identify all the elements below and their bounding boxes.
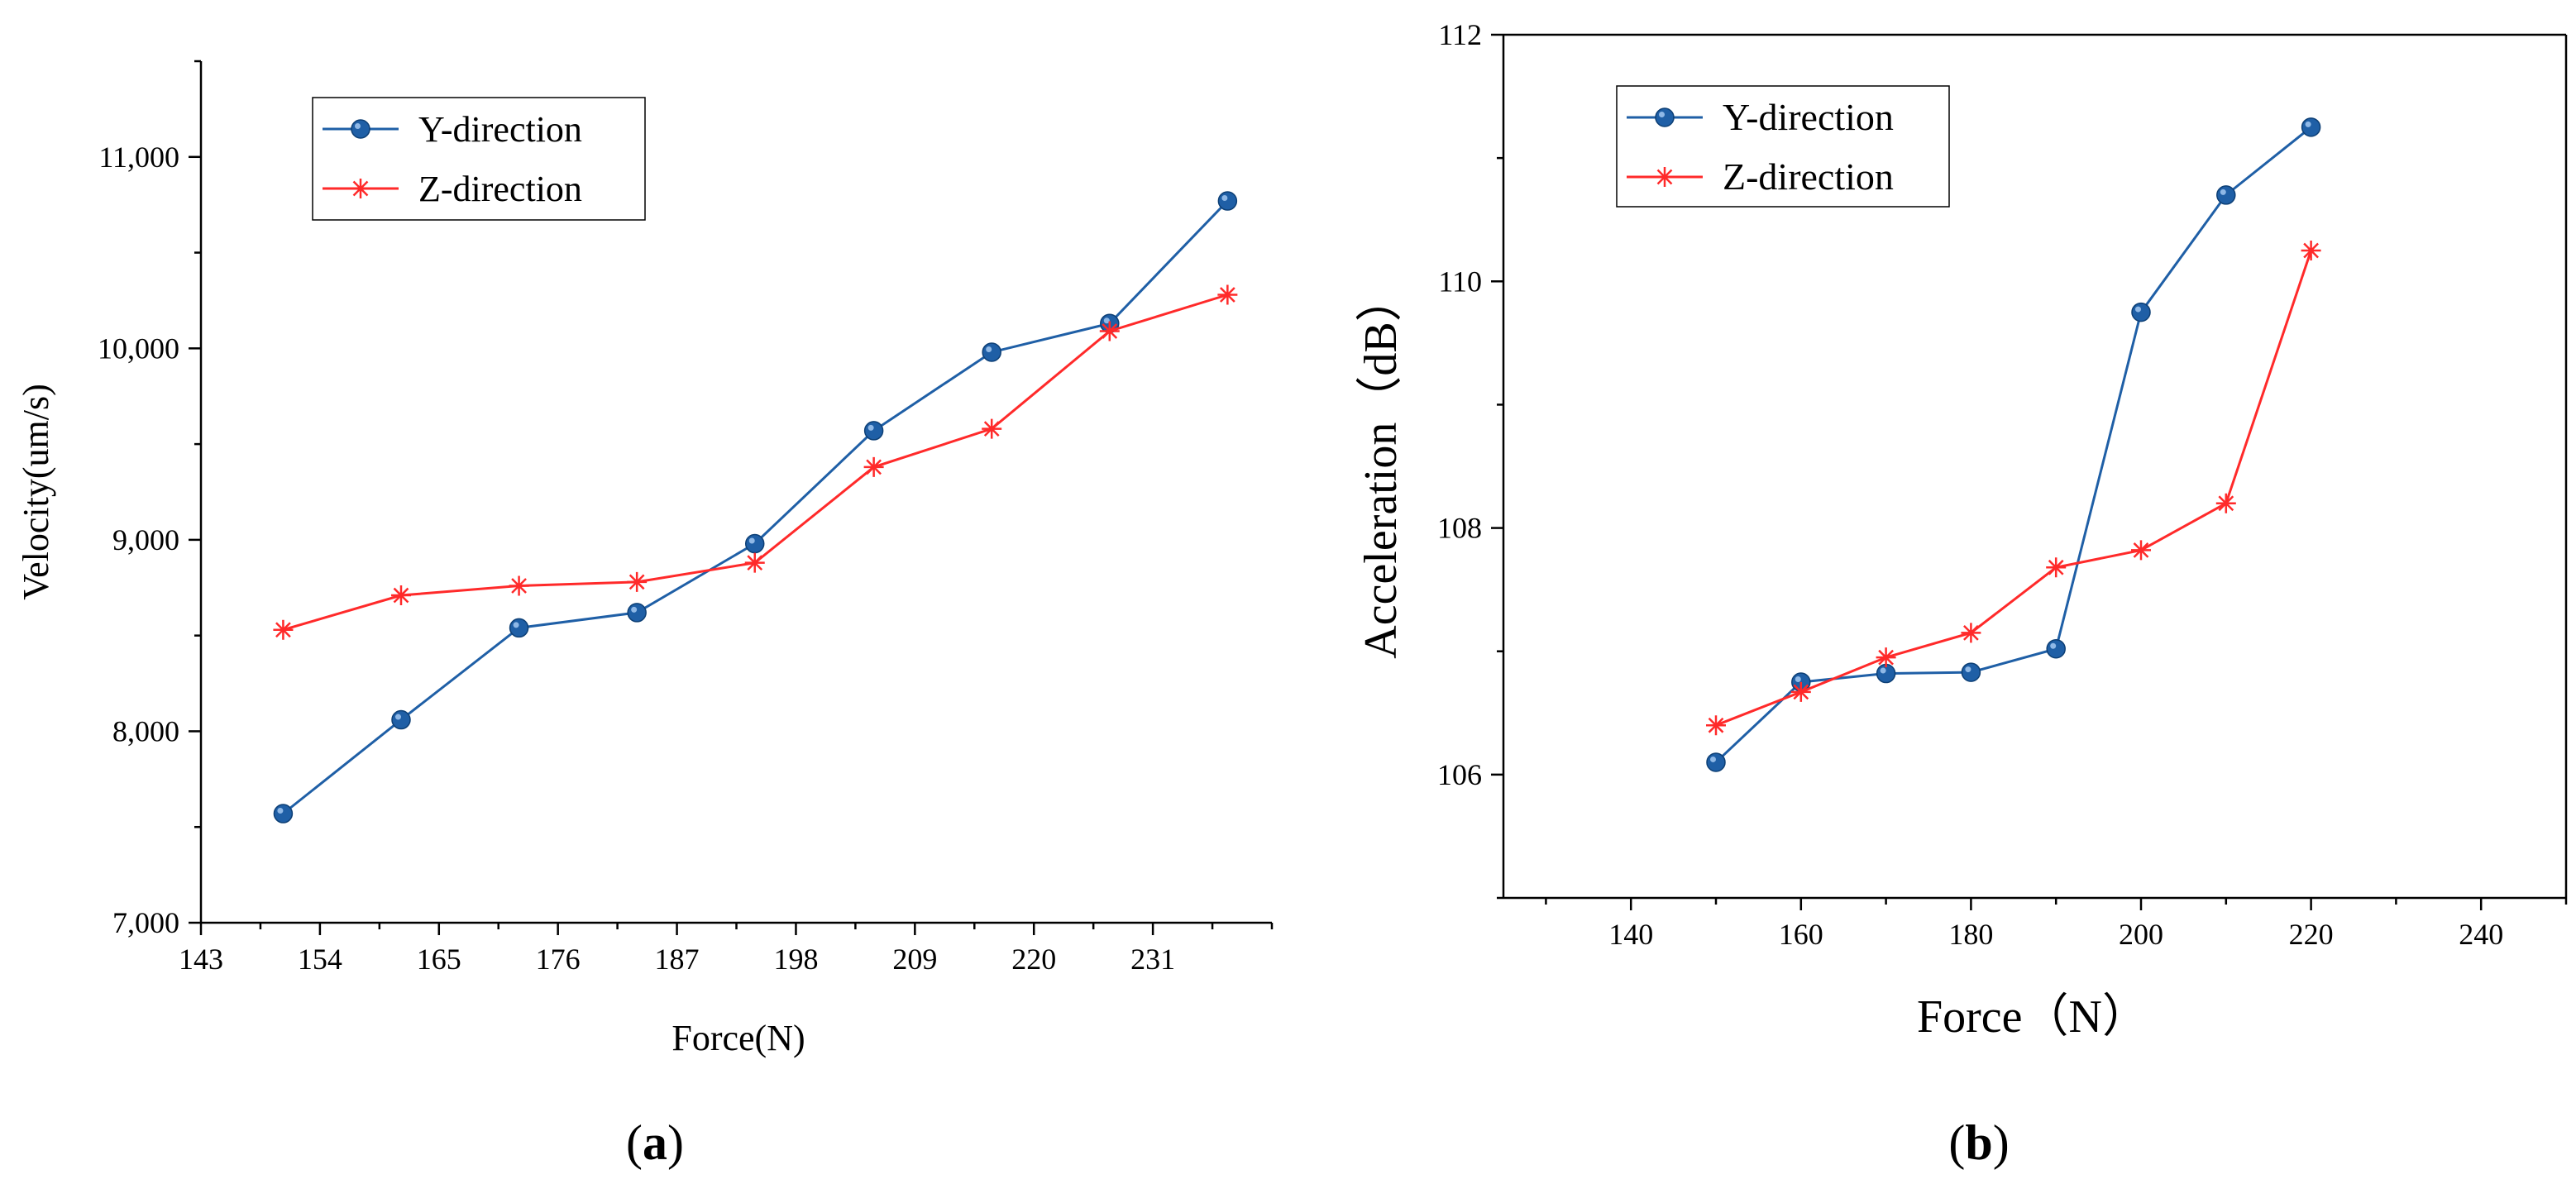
y-tick-label: 110 bbox=[1438, 265, 1482, 298]
panel-a-x-axis-title: Force(N) bbox=[671, 1018, 805, 1058]
x-tick-label: 154 bbox=[298, 943, 342, 976]
x-tick-label: 200 bbox=[2119, 918, 2163, 951]
x-tick-label: 187 bbox=[655, 943, 700, 976]
panel-a-series-y-point-highlight bbox=[867, 424, 874, 431]
panel-b-series-z-point bbox=[2301, 241, 2321, 260]
panel-b-series-y-point bbox=[2046, 638, 2066, 659]
x-tick-label: 176 bbox=[536, 943, 581, 976]
panel-a-series-y-point bbox=[982, 342, 1001, 362]
panel-b-series-y-point-highlight bbox=[1795, 676, 1801, 682]
panel-a-legend-label: Y-direction bbox=[418, 109, 582, 150]
panel-a-legend-box bbox=[312, 97, 646, 221]
panel-a-series-y-point bbox=[509, 618, 529, 638]
x-tick-label: 231 bbox=[1130, 943, 1175, 976]
panel-a-legend-label: Z-direction bbox=[418, 169, 582, 209]
panel-a-series-y-point-highlight bbox=[394, 714, 401, 720]
chart-panel-a: Force(N) Velocity(um/s) (a) 143 154 165 176… bbox=[16, 60, 1274, 1170]
panel-a-series-z-point bbox=[1099, 321, 1120, 341]
panel-a-series-z-point bbox=[273, 619, 294, 640]
panel-b-series-y-point-highlight bbox=[2220, 189, 2226, 195]
panel-a-series-y-point-highlight bbox=[513, 622, 519, 628]
panel-b-series-y-point-highlight bbox=[1880, 667, 1886, 674]
panel-b-series-y-point bbox=[2131, 302, 2151, 322]
panel-a-series-y-point bbox=[273, 804, 294, 824]
panel-a-series-y-point-highlight bbox=[748, 537, 755, 544]
y-tick-label: 108 bbox=[1437, 512, 1482, 545]
panel-a-series-z-line bbox=[282, 294, 1228, 632]
y-tick-label: 8,000 bbox=[112, 714, 179, 747]
panel-a-series-y-point-highlight bbox=[986, 346, 992, 352]
panel-b-series-z-line bbox=[1715, 250, 2313, 727]
panel-a-series-y-point bbox=[627, 603, 647, 623]
panel-b-series-y-point bbox=[2216, 185, 2236, 205]
panel-a-series-y-point-highlight bbox=[1103, 317, 1110, 324]
panel-a-series-z-point bbox=[1217, 284, 1238, 305]
panel-a-series-y-point bbox=[744, 533, 765, 554]
panel-b-series-y-point-highlight bbox=[2050, 642, 2057, 649]
y-tick-label: 106 bbox=[1437, 758, 1482, 791]
panel-b-legend-marker-highlight bbox=[1659, 112, 1665, 117]
panel-b-series-z-point bbox=[2131, 540, 2151, 561]
x-tick-label: 165 bbox=[417, 943, 461, 976]
panel-b-series-y-point bbox=[1961, 662, 1981, 682]
x-tick-label: 198 bbox=[773, 943, 818, 976]
panel-a-series-y-point bbox=[391, 709, 411, 730]
panel-a-series-z-point bbox=[509, 575, 529, 596]
panel-b-legend-box bbox=[1616, 85, 1950, 208]
chart-panel-b: Force（N） Acceleration（dB） (b) 140 160 180 2… bbox=[1355, 18, 2568, 1170]
panel-a-series-z-point bbox=[627, 571, 648, 592]
x-tick-label: 180 bbox=[1948, 918, 1993, 951]
panel-b-legend-marker bbox=[1655, 167, 1675, 187]
panel-a-series-y-point-highlight bbox=[1221, 195, 1228, 202]
panel-b-series-y-line bbox=[1714, 126, 2312, 764]
panel-a-legend-marker bbox=[351, 119, 370, 139]
panel-a-series-y-point bbox=[1217, 191, 1238, 211]
x-tick-label: 220 bbox=[2289, 918, 2334, 951]
x-tick-label: 240 bbox=[2459, 918, 2503, 951]
panel-b-series-z-point bbox=[2046, 557, 2067, 578]
panel-b-x-axis-title: Force（N） bbox=[1917, 991, 2148, 1043]
x-tick-label: 209 bbox=[892, 943, 937, 976]
panel-b-series-z-point bbox=[1706, 715, 1726, 736]
panel-b-legend-marker bbox=[1655, 107, 1675, 127]
panel-a-series-y-line bbox=[282, 199, 1229, 815]
panel-a-series-y-point-highlight bbox=[277, 808, 284, 814]
y-tick-label: 10,000 bbox=[98, 332, 179, 365]
panel-a-series-z-point bbox=[390, 585, 411, 606]
panel-a-series-z-point bbox=[863, 456, 884, 477]
y-tick-label: 11,000 bbox=[98, 141, 179, 174]
panel-a-series-y-point bbox=[863, 421, 884, 441]
panel-a-legend-marker-highlight bbox=[355, 123, 361, 129]
panel-b-y-axis-title: Acceleration（dB） bbox=[1355, 275, 1407, 658]
y-tick-label: 7,000 bbox=[112, 906, 179, 939]
panel-a-legend: Y-direction Z-direction bbox=[312, 97, 646, 221]
panel-b-series-y-point-highlight bbox=[1710, 756, 1716, 762]
panel-b-legend-label: Z-direction bbox=[1723, 155, 1894, 198]
y-tick-label: 9,000 bbox=[112, 523, 179, 556]
x-tick-label: 143 bbox=[179, 943, 223, 976]
panel-a-series-z-point bbox=[982, 418, 1002, 439]
panel-a-legend-marker bbox=[351, 179, 370, 198]
x-tick-label: 220 bbox=[1011, 943, 1056, 976]
panel-b-series-z-point bbox=[1790, 681, 1811, 702]
x-tick-label: 160 bbox=[1779, 918, 1823, 951]
panel-b-series-y-point bbox=[1706, 752, 1726, 772]
panel-a-y-axis-title: Velocity(um/s) bbox=[16, 384, 56, 600]
panel-a-label: (a) bbox=[626, 1115, 684, 1170]
panel-b-series-y-point-highlight bbox=[2305, 121, 2311, 127]
panel-b-series-y-point bbox=[2301, 117, 2321, 137]
panel-b-series-y-point-highlight bbox=[1965, 666, 1971, 673]
panel-b-series-z-point bbox=[1876, 647, 1896, 668]
panel-b-series-y-point-highlight bbox=[2135, 306, 2141, 313]
panel-b-series-z-point bbox=[2215, 493, 2236, 513]
y-tick-label: 112 bbox=[1438, 18, 1482, 51]
x-tick-label: 140 bbox=[1608, 918, 1653, 951]
panel-a-series-y-point-highlight bbox=[631, 606, 638, 613]
panel-b-series-z-point bbox=[1961, 623, 1981, 643]
panel-b-legend: Y-direction Z-direction bbox=[1616, 85, 1950, 208]
panel-a-series-z-point bbox=[744, 552, 765, 573]
panel-b-label: (b) bbox=[1948, 1115, 2009, 1170]
panel-b-legend-label: Y-direction bbox=[1723, 96, 1894, 138]
